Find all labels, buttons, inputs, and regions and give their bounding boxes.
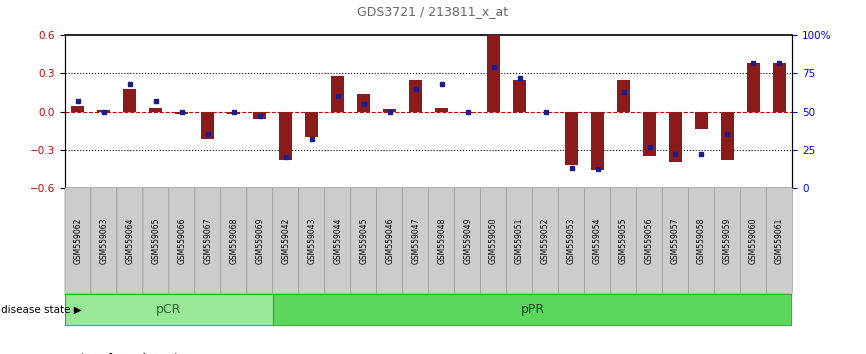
- FancyBboxPatch shape: [325, 188, 351, 294]
- Text: GSM559054: GSM559054: [593, 217, 602, 264]
- FancyBboxPatch shape: [714, 188, 740, 294]
- Text: GSM559046: GSM559046: [385, 217, 394, 264]
- Text: GSM559043: GSM559043: [307, 217, 316, 264]
- Text: ■  transformed count: ■ transformed count: [65, 353, 178, 354]
- Bar: [383, 109, 396, 112]
- FancyBboxPatch shape: [143, 188, 169, 294]
- FancyBboxPatch shape: [221, 188, 247, 294]
- Bar: [435, 108, 449, 112]
- Bar: [253, 112, 266, 119]
- Bar: [409, 80, 422, 112]
- Bar: [273, 294, 792, 326]
- Bar: [746, 63, 760, 112]
- FancyBboxPatch shape: [455, 188, 481, 294]
- Text: GSM559056: GSM559056: [645, 217, 654, 264]
- Bar: [201, 112, 214, 139]
- Bar: [97, 110, 111, 112]
- FancyBboxPatch shape: [740, 188, 766, 294]
- FancyBboxPatch shape: [637, 188, 662, 294]
- Text: GSM559042: GSM559042: [281, 217, 290, 264]
- Text: pCR: pCR: [156, 303, 182, 316]
- Bar: [669, 112, 682, 162]
- Text: GSM559062: GSM559062: [74, 217, 82, 264]
- FancyBboxPatch shape: [559, 188, 585, 294]
- Bar: [175, 112, 188, 114]
- Bar: [695, 112, 708, 129]
- FancyBboxPatch shape: [611, 188, 637, 294]
- Text: GSM559057: GSM559057: [671, 217, 680, 264]
- Text: GSM559069: GSM559069: [255, 217, 264, 264]
- Text: GSM559059: GSM559059: [723, 217, 732, 264]
- Text: GSM559049: GSM559049: [463, 217, 472, 264]
- FancyBboxPatch shape: [377, 188, 403, 294]
- Bar: [721, 112, 734, 160]
- Text: transformed count: transformed count: [81, 353, 178, 354]
- Text: GSM559051: GSM559051: [515, 217, 524, 264]
- Text: GSM559060: GSM559060: [749, 217, 758, 264]
- Bar: [591, 112, 604, 170]
- Text: GSM559053: GSM559053: [567, 217, 576, 264]
- FancyBboxPatch shape: [766, 188, 792, 294]
- FancyBboxPatch shape: [195, 188, 221, 294]
- Bar: [227, 112, 240, 114]
- Text: GSM559052: GSM559052: [541, 217, 550, 264]
- FancyBboxPatch shape: [688, 188, 714, 294]
- Bar: [357, 94, 371, 112]
- FancyBboxPatch shape: [299, 188, 325, 294]
- Text: GSM559068: GSM559068: [229, 217, 238, 264]
- FancyBboxPatch shape: [481, 188, 507, 294]
- FancyBboxPatch shape: [403, 188, 429, 294]
- Text: GSM559050: GSM559050: [489, 217, 498, 264]
- FancyBboxPatch shape: [533, 188, 559, 294]
- Bar: [565, 112, 578, 165]
- Bar: [65, 294, 273, 326]
- FancyBboxPatch shape: [65, 188, 91, 294]
- Text: pPR: pPR: [520, 303, 545, 316]
- FancyBboxPatch shape: [351, 188, 377, 294]
- Text: GSM559064: GSM559064: [126, 217, 134, 264]
- Text: GSM559047: GSM559047: [411, 217, 420, 264]
- FancyBboxPatch shape: [91, 188, 117, 294]
- Bar: [513, 80, 527, 112]
- FancyBboxPatch shape: [273, 188, 299, 294]
- Bar: [461, 112, 474, 113]
- Text: GSM559065: GSM559065: [152, 217, 160, 264]
- Text: GSM559058: GSM559058: [697, 217, 706, 264]
- Bar: [772, 63, 786, 112]
- FancyBboxPatch shape: [662, 188, 688, 294]
- Bar: [617, 80, 630, 112]
- FancyBboxPatch shape: [507, 188, 533, 294]
- Text: GDS3721 / 213811_x_at: GDS3721 / 213811_x_at: [358, 5, 508, 18]
- Bar: [643, 112, 656, 156]
- FancyBboxPatch shape: [429, 188, 455, 294]
- Text: GSM559066: GSM559066: [178, 217, 186, 264]
- Bar: [305, 112, 319, 137]
- Bar: [331, 76, 345, 112]
- Text: GSM559067: GSM559067: [204, 217, 212, 264]
- FancyBboxPatch shape: [585, 188, 611, 294]
- FancyBboxPatch shape: [247, 188, 273, 294]
- FancyBboxPatch shape: [169, 188, 195, 294]
- Text: GSM559055: GSM559055: [619, 217, 628, 264]
- Text: GSM559048: GSM559048: [437, 217, 446, 264]
- Text: GSM559063: GSM559063: [100, 217, 108, 264]
- Text: disease state ▶: disease state ▶: [1, 305, 81, 315]
- Bar: [487, 35, 500, 112]
- Bar: [123, 89, 137, 112]
- Bar: [71, 107, 84, 112]
- Text: GSM559061: GSM559061: [775, 217, 784, 264]
- FancyBboxPatch shape: [117, 188, 143, 294]
- Bar: [149, 108, 163, 112]
- Text: GSM559044: GSM559044: [333, 217, 342, 264]
- Text: GSM559045: GSM559045: [359, 217, 368, 264]
- Bar: [279, 112, 292, 160]
